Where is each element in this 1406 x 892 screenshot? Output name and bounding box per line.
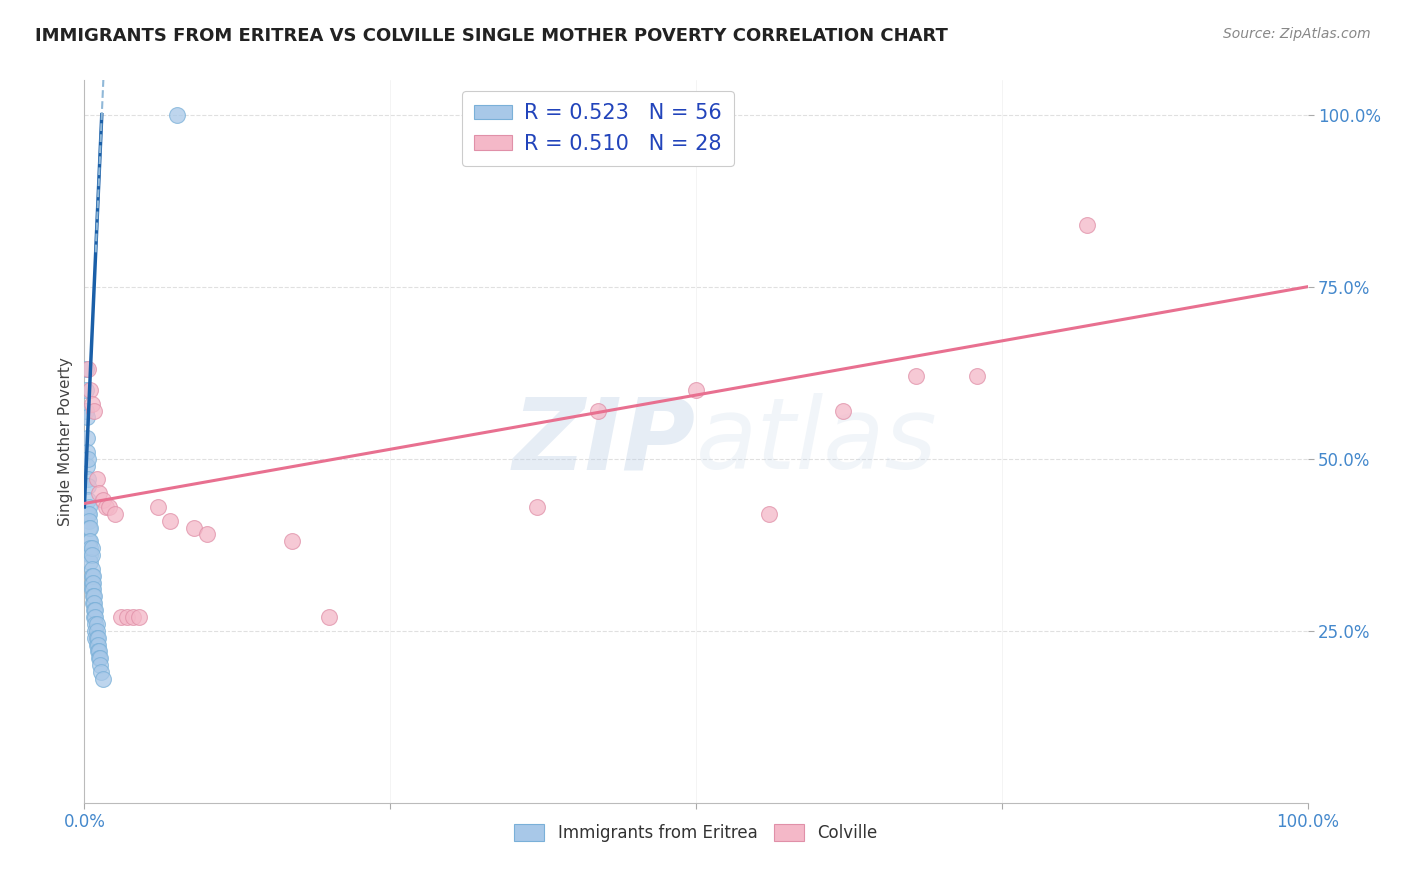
Text: IMMIGRANTS FROM ERITREA VS COLVILLE SINGLE MOTHER POVERTY CORRELATION CHART: IMMIGRANTS FROM ERITREA VS COLVILLE SING… (35, 27, 948, 45)
Point (84, 616, 107, 631)
Point (79, 520, 101, 534)
Text: Source: ZipAtlas.com: Source: ZipAtlas.com (1223, 27, 1371, 41)
Point (87, 631, 110, 645)
Point (83, 610, 105, 624)
Point (77, 451, 100, 466)
Point (195, 527, 218, 541)
Point (110, 610, 132, 624)
Point (758, 507, 780, 521)
Point (75, 403, 97, 417)
Point (83, 603, 105, 617)
Point (84, 624, 107, 638)
Point (89, 658, 111, 673)
Point (87, 651, 110, 665)
Point (128, 610, 150, 624)
Point (685, 383, 707, 397)
Point (79, 383, 101, 397)
Point (82, 596, 104, 610)
Point (831, 403, 853, 417)
Point (80, 582, 103, 597)
Point (80, 568, 103, 582)
Point (79, 534, 101, 549)
Point (159, 514, 181, 528)
Point (76, 445, 98, 459)
Point (96, 500, 118, 514)
Point (1076, 218, 1098, 232)
Legend: Immigrants from Eritrea, Colville: Immigrants from Eritrea, Colville (508, 817, 884, 848)
Point (281, 534, 304, 549)
Text: atlas: atlas (696, 393, 938, 490)
Point (87, 644, 110, 658)
Point (84, 603, 107, 617)
Point (89, 651, 111, 665)
Point (526, 500, 548, 514)
Point (75, 383, 97, 397)
Point (76, 410, 98, 425)
Point (80, 397, 103, 411)
Point (318, 610, 340, 624)
Point (83, 596, 105, 610)
Point (77, 507, 100, 521)
Point (966, 369, 988, 384)
Point (122, 610, 145, 624)
Point (86, 631, 108, 645)
Point (83, 590, 105, 604)
Point (86, 616, 108, 631)
Point (91, 493, 114, 508)
Point (86, 472, 108, 486)
Point (79, 541, 101, 556)
Point (82, 590, 104, 604)
Point (77, 520, 100, 534)
Point (80, 548, 103, 562)
Point (97, 500, 120, 514)
Point (905, 369, 928, 384)
Point (82, 568, 104, 582)
Point (183, 520, 205, 534)
Point (79, 548, 101, 562)
Point (77, 500, 100, 514)
Point (80, 562, 103, 576)
Point (83, 403, 105, 417)
Point (82, 582, 104, 597)
Point (586, 403, 609, 417)
Point (104, 507, 127, 521)
Point (87, 486, 110, 500)
Point (75, 362, 97, 376)
Point (80, 541, 103, 556)
Point (86, 638, 108, 652)
Point (87, 644, 110, 658)
Point (86, 624, 108, 638)
Point (79, 555, 101, 569)
Point (77, 507, 100, 521)
Point (90, 665, 112, 679)
Point (82, 575, 104, 590)
Text: ZIP: ZIP (513, 393, 696, 490)
Point (77, 514, 100, 528)
Point (87, 638, 110, 652)
Point (77, 472, 100, 486)
Point (115, 610, 138, 624)
Point (84, 631, 107, 645)
Point (146, 500, 169, 514)
Point (91, 672, 114, 686)
Point (84, 610, 107, 624)
Point (80, 575, 103, 590)
Point (77, 479, 100, 493)
Point (77, 493, 100, 508)
Point (76, 458, 98, 473)
Y-axis label: Single Mother Poverty: Single Mother Poverty (58, 357, 73, 526)
Point (77, 362, 100, 376)
Point (76, 431, 98, 445)
Point (77, 534, 100, 549)
Point (166, 108, 188, 122)
